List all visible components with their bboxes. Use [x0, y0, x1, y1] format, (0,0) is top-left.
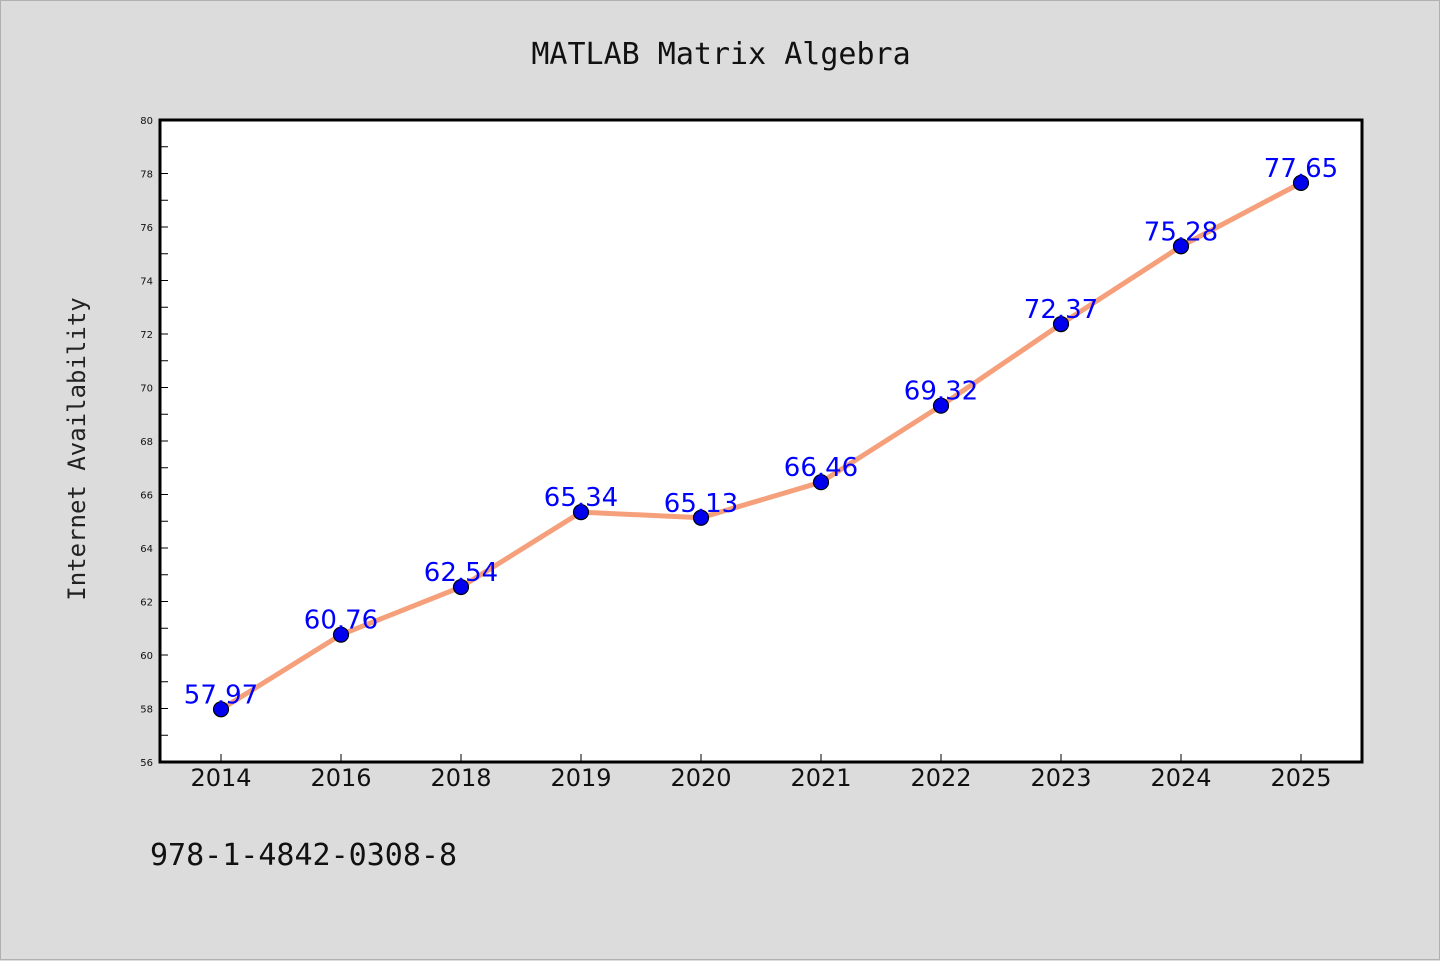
- x-tick-label: 2022: [910, 764, 971, 792]
- y-tick-label: 68: [140, 437, 153, 448]
- x-tick-label: 2021: [790, 764, 851, 792]
- data-label: 75.28: [1144, 217, 1218, 247]
- y-tick-label: 80: [140, 116, 153, 127]
- x-tick-label: 2023: [1030, 764, 1091, 792]
- y-axis-ticks: 56 58 60 62 64 66 68 70 72 74 76 78 80: [140, 116, 168, 769]
- x-tick-label: 2024: [1150, 764, 1211, 792]
- data-point: [692, 509, 710, 526]
- chart-title: MATLAB Matrix Algebra: [531, 37, 910, 72]
- x-tick-label: 2025: [1270, 764, 1331, 792]
- x-axis-ticks: 2014 2016 2018 2019 2020 2021 2022 2023 2024 2025: [190, 754, 1332, 792]
- y-tick-label: 64: [140, 544, 153, 555]
- data-point: [812, 474, 830, 491]
- x-tick-label: 2016: [310, 764, 371, 792]
- plot-area: [158, 118, 1364, 764]
- series-line-group: [219, 180, 1303, 712]
- y-tick-label: 60: [140, 651, 153, 662]
- y-tick-label: 70: [140, 384, 153, 395]
- data-point: [572, 504, 590, 521]
- y-tick-label: 74: [140, 277, 153, 288]
- y-tick-label: 66: [140, 491, 153, 502]
- data-label: 66.46: [784, 453, 858, 483]
- x-tick-label: 2014: [190, 764, 251, 792]
- y-tick-label: 58: [140, 705, 153, 716]
- series-line: [219, 180, 1303, 712]
- x-tick-label: 2019: [550, 764, 611, 792]
- data-point: [452, 578, 470, 596]
- data-label: 69.32: [904, 377, 978, 407]
- y-tick-label: 76: [140, 223, 153, 234]
- isbn-footnote: 978-1-4842-0308-8: [150, 838, 457, 873]
- data-point: [1292, 174, 1310, 191]
- data-label: 72.37: [1024, 295, 1098, 325]
- y-tick-label: 56: [140, 758, 153, 769]
- data-labels: 57.97 60.76 62.54 65.34 65.13 66.46 69.32 72.37…: [184, 154, 1338, 710]
- y-tick-label: 62: [140, 598, 153, 609]
- y-tick-label: 78: [140, 170, 153, 181]
- data-label: 60.76: [304, 606, 378, 636]
- data-label: 65.34: [544, 483, 618, 513]
- data-point: [932, 397, 950, 414]
- y-axis-label: Internet Availability: [63, 297, 91, 600]
- data-label: 77.65: [1264, 154, 1338, 184]
- data-point: [212, 701, 230, 718]
- data-label: 65.13: [664, 489, 738, 519]
- data-label: 57.97: [184, 680, 258, 710]
- data-point: [332, 626, 350, 643]
- data-markers: [212, 174, 1310, 718]
- data-point: [1172, 238, 1190, 255]
- data-label: 62.54: [424, 558, 498, 588]
- data-point: [1052, 316, 1070, 333]
- y-tick-label: 72: [140, 330, 153, 341]
- x-tick-label: 2020: [670, 764, 731, 792]
- x-tick-label: 2018: [430, 764, 491, 792]
